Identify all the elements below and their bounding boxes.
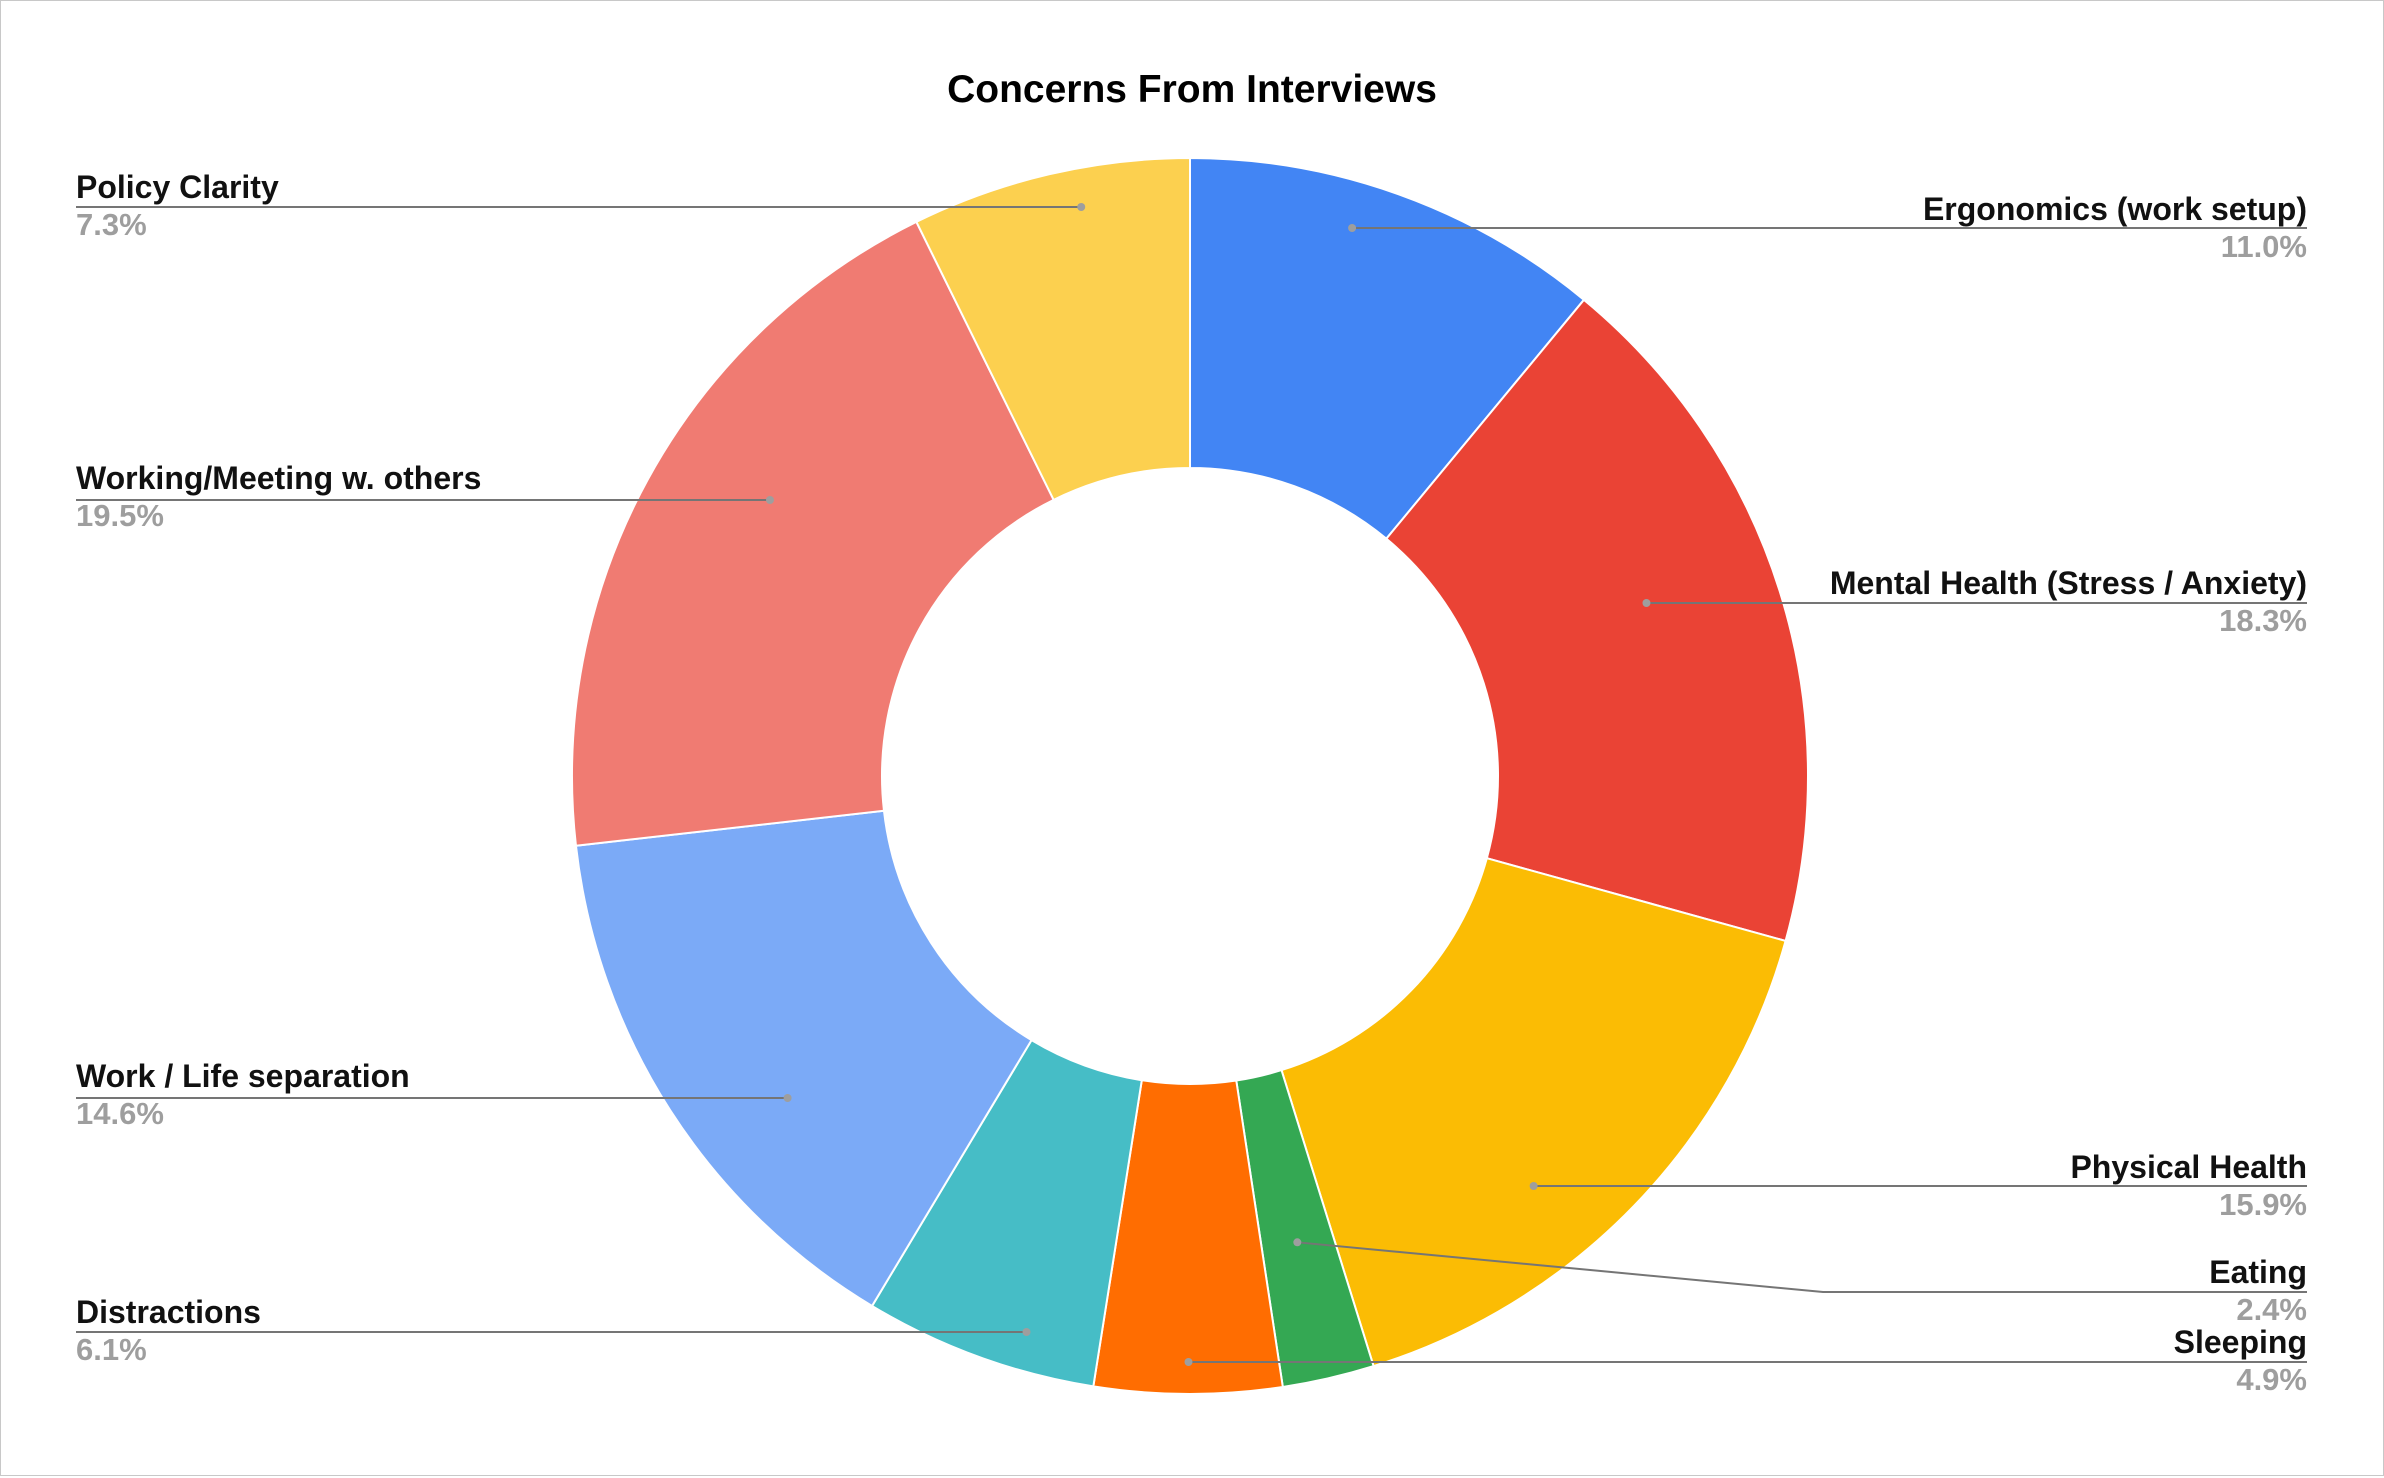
leader-dot — [1293, 1238, 1302, 1247]
slice-label-name: Eating — [2209, 1254, 2307, 1290]
slice-label-percent: 2.4% — [2236, 1292, 2307, 1327]
leader-dot — [1529, 1182, 1538, 1190]
chart-title: Concerns From Interviews — [947, 68, 1437, 111]
slice-work-life-separation[interactable] — [574, 809, 1033, 1308]
slice-label-name: Distractions — [76, 1294, 261, 1330]
slice-label-percent: 4.9% — [2236, 1362, 2307, 1397]
leader-dot — [1184, 1358, 1193, 1366]
leader-dot — [1022, 1328, 1031, 1336]
slice-label: Mental Health (Stress / Anxiety) 18.3% — [1830, 564, 2307, 640]
slice-label: Work / Life separation 14.6% — [76, 1057, 410, 1133]
slice-label-percent: 18.3% — [2219, 603, 2307, 638]
slice-policy-clarity[interactable] — [915, 156, 1191, 502]
slice-label-percent: 15.9% — [2219, 1187, 2307, 1222]
leader-dot — [1077, 203, 1086, 211]
slice-label: Sleeping 4.9% — [2174, 1323, 2307, 1399]
slice-label: Ergonomics (work setup) 11.0% — [1923, 190, 2307, 266]
slice-label: Working/Meeting w. others 19.5% — [76, 459, 481, 535]
slice-physical-health[interactable] — [1280, 856, 1787, 1368]
slice-label-percent: 6.1% — [76, 1332, 147, 1367]
slice-label-name: Ergonomics (work setup) — [1922, 191, 2307, 227]
slice-label: Distractions 6.1% — [76, 1293, 261, 1369]
slice-mental-health-stress-anxiety[interactable] — [1384, 298, 1809, 943]
leader-dot — [1642, 599, 1651, 607]
slice-label-name: Working/Meeting w. others — [76, 460, 482, 496]
slice-label-name: Sleeping — [2173, 1324, 2307, 1360]
slice-label-percent: 19.5% — [76, 498, 164, 533]
leader-dot — [1348, 224, 1357, 232]
slice-label-name: Physical Health — [2070, 1149, 2307, 1185]
slice-label-name: Mental Health (Stress / Anxiety) — [1829, 565, 2307, 601]
slice-label-percent: 7.3% — [76, 207, 147, 242]
slice-label: Eating 2.4% — [2209, 1253, 2307, 1329]
leader-dot — [765, 496, 774, 504]
leader-dot — [783, 1094, 792, 1102]
slice-label-name: Work / Life separation — [76, 1058, 410, 1094]
leader-line — [1297, 1241, 2307, 1293]
slice-label-percent: 11.0% — [2220, 229, 2307, 264]
slice-working-meeting-w-others[interactable] — [571, 220, 1055, 847]
slice-label: Policy Clarity 7.3% — [76, 168, 279, 244]
slice-label: Physical Health 15.9% — [2070, 1148, 2307, 1224]
slice-label-percent: 14.6% — [76, 1096, 164, 1131]
slice-label-name: Policy Clarity — [76, 169, 279, 205]
slice-ergonomics-work-setup[interactable] — [1189, 156, 1586, 541]
